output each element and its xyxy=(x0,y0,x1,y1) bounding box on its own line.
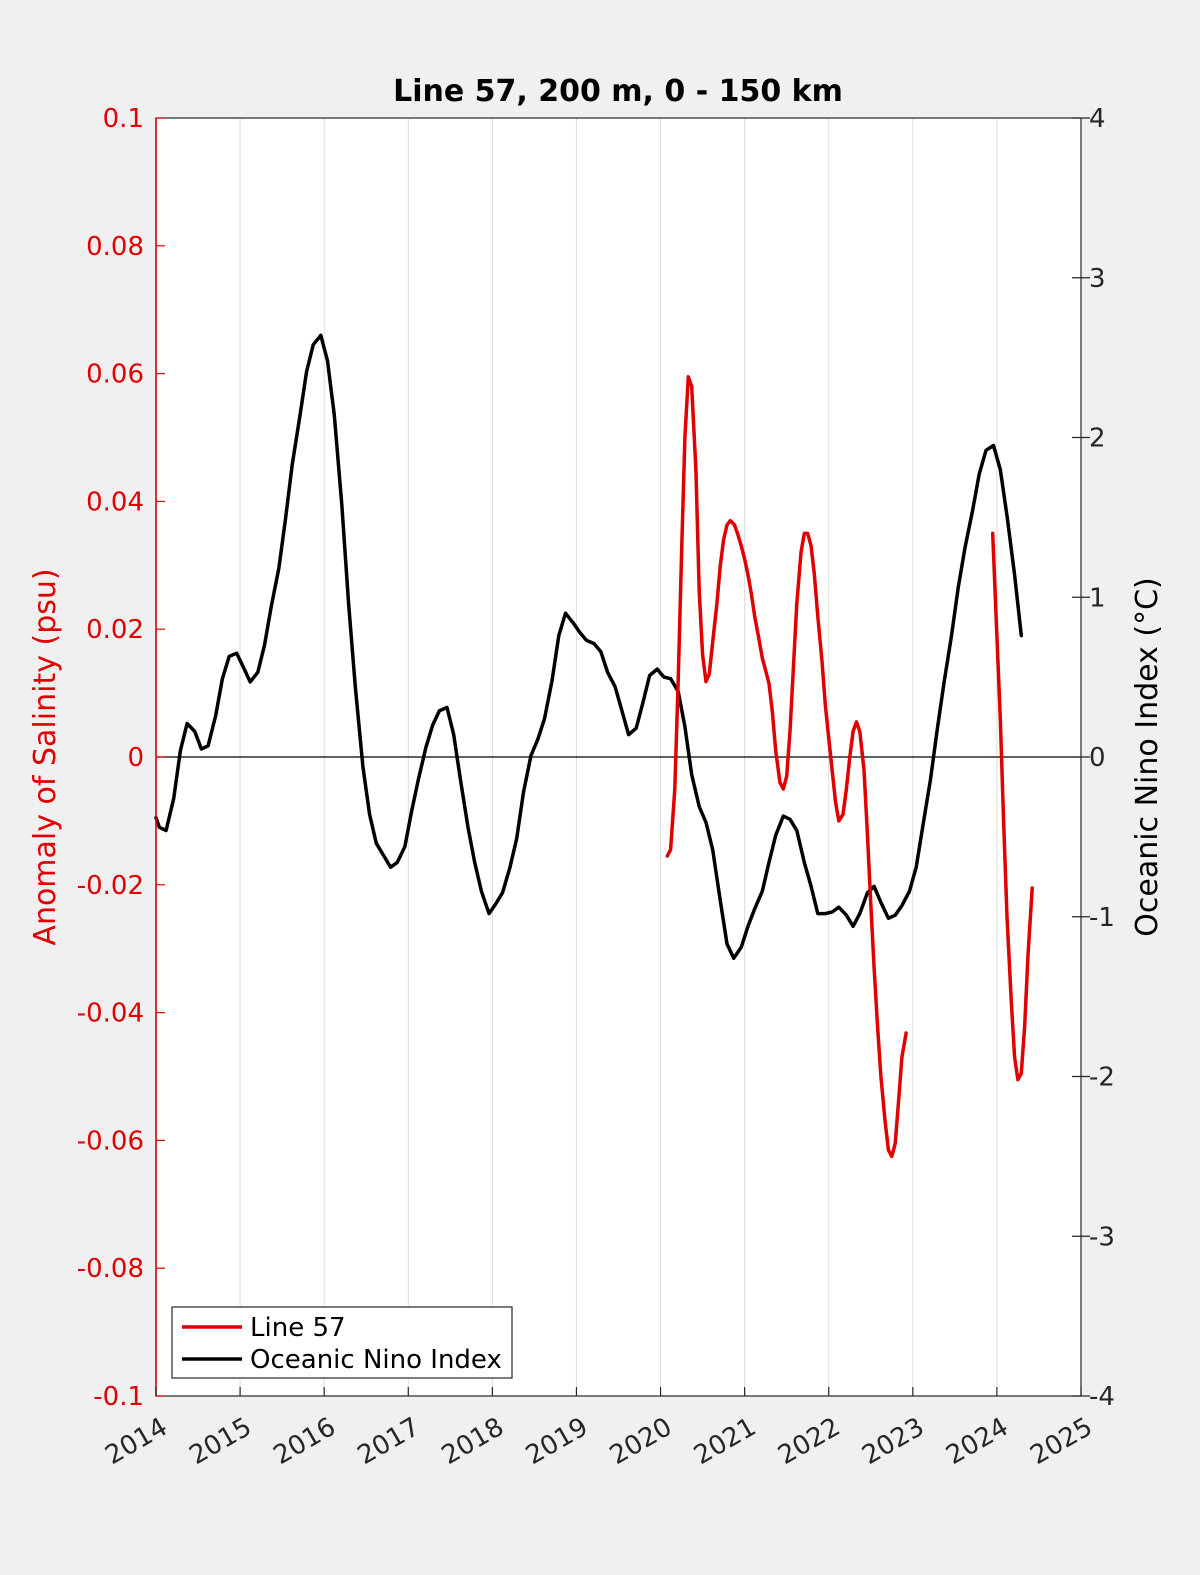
legend-label-line57: Line 57 xyxy=(250,1313,346,1343)
y-axis-left: 0.1 0.08 0.06 0.04 0.02 0 -0.02 -0.04 -0.06 -0.08… xyxy=(77,104,165,1412)
y-left-tick-label: 0.04 xyxy=(86,487,144,517)
y-left-tick-label: 0 xyxy=(127,743,144,773)
y-axis-right: 4 3 2 1 0 -1 -2 -3 -4 xyxy=(1072,104,1115,1412)
y-left-tick-label: 0.08 xyxy=(86,232,144,262)
y-left-tick-label: -0.04 xyxy=(77,999,144,1029)
y-left-tick-label: 0.1 xyxy=(103,104,144,134)
y-left-tick-label: -0.1 xyxy=(93,1382,144,1412)
y-right-tick-label: 0 xyxy=(1089,743,1106,773)
y-axis-right-label: Oceanic Nino Index (°C) xyxy=(1130,577,1165,937)
y-left-tick-label: 0.02 xyxy=(86,615,144,645)
y-right-tick-label: 1 xyxy=(1089,583,1106,613)
y-axis-left-label: Anomaly of Salinity (psu) xyxy=(28,568,63,945)
legend-box xyxy=(171,1306,513,1379)
series-line57-path-0 xyxy=(665,375,908,1159)
legend-label-oni: Oceanic Nino Index xyxy=(250,1345,502,1375)
series-line57-path-1 xyxy=(990,531,1034,1082)
series-oni-path-0 xyxy=(154,333,1024,961)
y-left-tick-label: -0.02 xyxy=(77,871,144,901)
y-right-tick-label: 2 xyxy=(1089,424,1106,454)
y-right-tick-label: -3 xyxy=(1089,1222,1115,1252)
y-right-tick-label: 3 xyxy=(1089,264,1106,294)
y-right-tick-label: 4 xyxy=(1089,104,1106,134)
y-left-tick-label: 0.06 xyxy=(86,360,144,390)
y-right-tick-label: -2 xyxy=(1089,1063,1115,1093)
legend: Line 57 Oceanic Nino Index xyxy=(171,1306,513,1379)
series-layer xyxy=(154,333,1034,1159)
y-right-tick-label: -1 xyxy=(1089,903,1115,933)
y-left-tick-label: -0.08 xyxy=(77,1254,144,1284)
y-right-tick-label: -4 xyxy=(1089,1382,1115,1412)
chart-title: Line 57, 200 m, 0 - 150 km xyxy=(393,74,843,109)
y-left-tick-label: -0.06 xyxy=(77,1126,144,1156)
